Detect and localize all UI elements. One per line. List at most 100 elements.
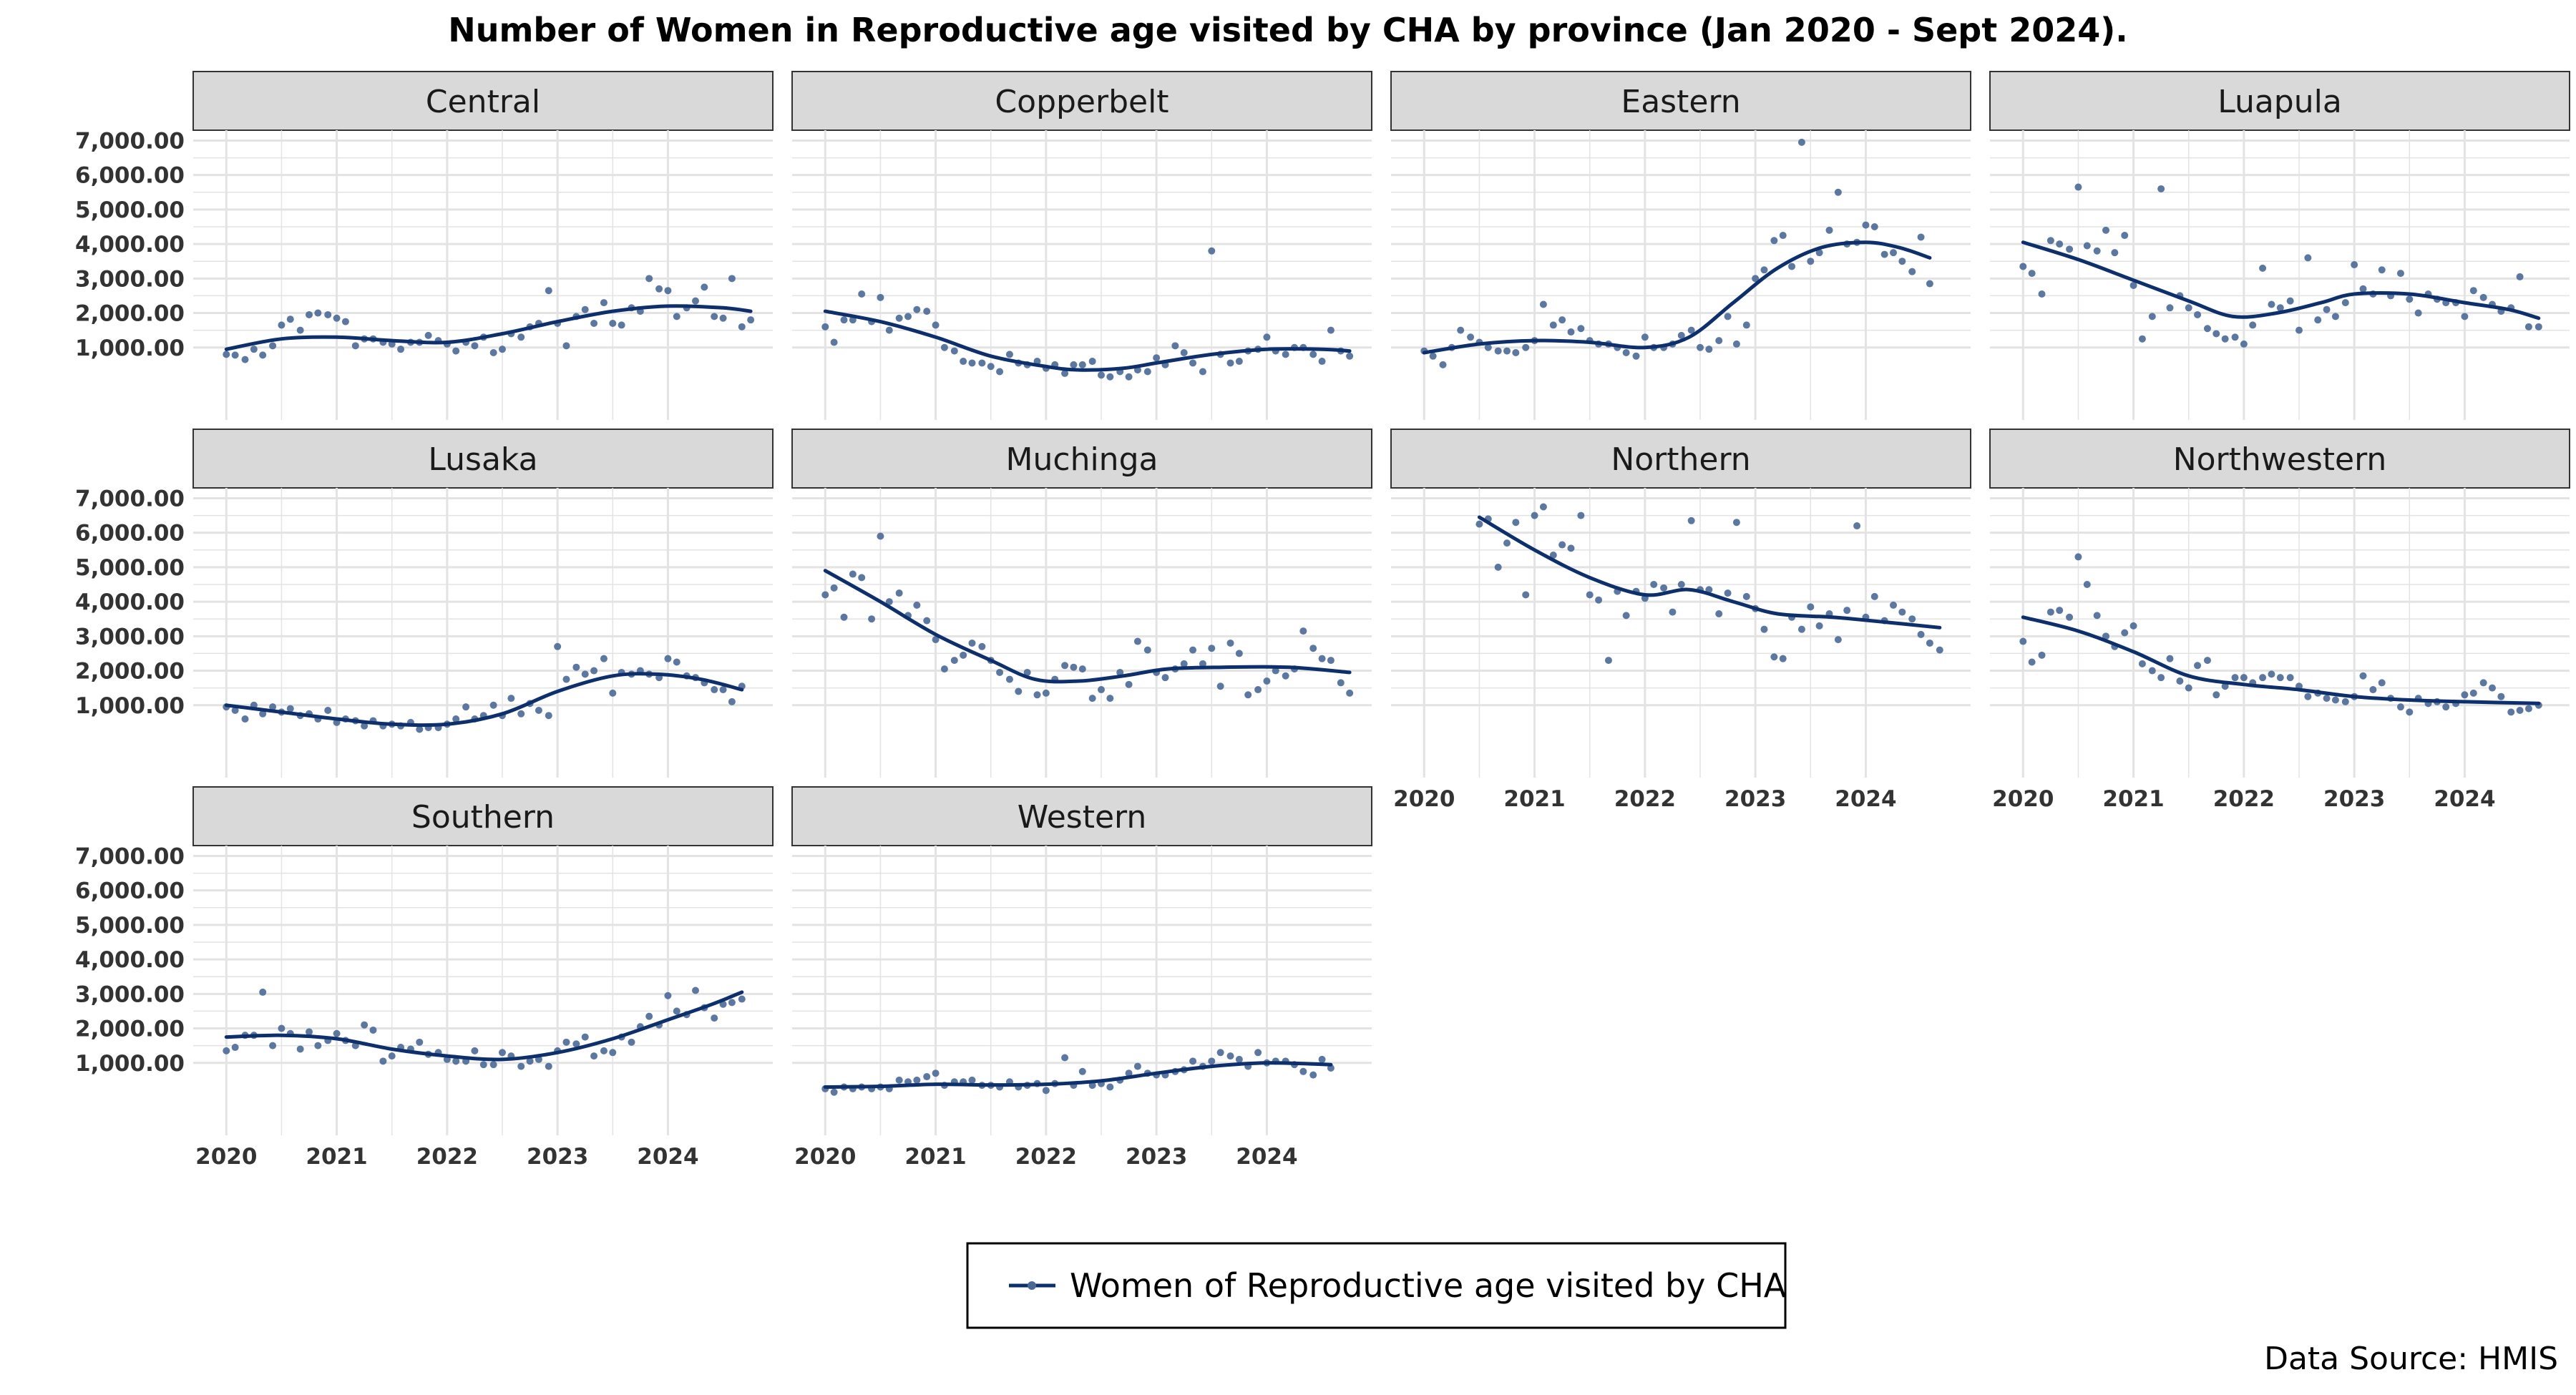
data-point [1106,695,1114,703]
data-point [306,310,313,318]
data-point [1926,280,1933,288]
data-point [728,999,736,1007]
data-point [1807,258,1815,265]
data-point [562,675,570,683]
data-point [2240,340,2248,348]
data-point [2240,674,2248,682]
data-point [1539,300,1547,308]
y-tick-label: 1,000.00 [75,693,185,719]
data-point [2516,706,2524,714]
data-point [1797,138,1805,146]
data-point [1577,325,1585,333]
data-point [1815,622,1823,630]
data-point [1549,321,1557,329]
data-point [664,655,672,662]
data-point [2129,281,2137,289]
data-point [913,305,921,313]
data-point [1143,368,1151,376]
data-point [1650,581,1658,588]
data-point [231,706,239,714]
data-point [1779,232,1787,240]
data-point [2314,316,2322,324]
data-point [545,1062,552,1070]
data-point [2212,691,2220,699]
data-point [1724,589,1732,597]
data-point [2056,607,2064,615]
data-point [2516,273,2524,280]
data-point [2304,692,2312,700]
data-point [1677,331,1685,339]
data-point [1070,663,1078,671]
data-point [1936,646,1943,654]
data-point [489,1061,497,1069]
data-point [2074,183,2082,191]
x-tick-label: 2021 [904,1144,966,1170]
data-point [2148,667,2156,675]
data-point [1779,655,1787,662]
data-point [2185,684,2192,692]
data-point [895,314,903,322]
facet-strip-label: Northwestern [2173,441,2387,478]
data-point [2203,657,2211,665]
data-point [968,359,976,367]
data-point [2185,304,2192,312]
data-point [388,1052,396,1060]
data-point [2046,608,2054,616]
y-tick-label: 7,000.00 [75,486,185,512]
chart-title: Number of Women in Reproductive age visi… [448,11,2128,49]
x-tick-label: 2021 [306,1144,367,1170]
facet-strip [1989,429,2570,489]
data-point [1926,639,1933,647]
data-point [2138,660,2146,667]
data-point [517,710,525,718]
data-point [333,1029,341,1037]
data-point [1898,258,1906,265]
data-point [1870,223,1878,230]
facet-strip-label: Central [426,84,540,120]
data-point [324,706,332,714]
data-point [1023,668,1031,676]
data-point [581,305,589,313]
data-point [701,283,708,291]
data-point [940,343,948,351]
trend-line [1422,240,1932,355]
trend-line [224,672,744,728]
facet-strip [1390,429,1971,489]
data-point [1870,592,1878,600]
data-point [1078,1067,1086,1075]
x-tick-label: 2020 [195,1144,257,1170]
data-point [673,313,680,320]
data-point [471,1047,479,1054]
data-point [2028,658,2036,666]
data-point [2129,622,2137,630]
data-point [2396,703,2404,711]
panel-western: Western 2020 2021 2022 2023 2024 [791,786,1372,1170]
data-point [1208,247,1216,255]
panel-copperbelt: Copperbelt [791,71,1372,420]
y-tick-label: 4,000.00 [75,232,185,258]
data-point [673,658,680,666]
data-point [1125,373,1133,381]
data-point [1226,359,1234,367]
data-point [1862,221,1870,229]
data-point [2121,232,2129,240]
data-point [609,320,617,327]
data-point [1577,512,1585,519]
facet-strip-label: Muchinga [1006,441,1158,478]
data-point [2286,297,2294,305]
data-point [923,308,931,315]
y-tick-label: 1,000.00 [75,1051,185,1077]
data-point [499,1049,506,1057]
data-point [2111,249,2119,257]
data-point [2286,674,2294,682]
data-point [1567,328,1575,336]
data-point [932,1070,940,1077]
x-tick-label: 2020 [1393,786,1455,812]
data-point [462,703,470,711]
y-tick-label: 2,000.00 [75,301,185,327]
data-point [840,316,848,324]
data-point [1742,321,1750,329]
data-point [2121,629,2129,637]
data-point [1632,352,1640,360]
